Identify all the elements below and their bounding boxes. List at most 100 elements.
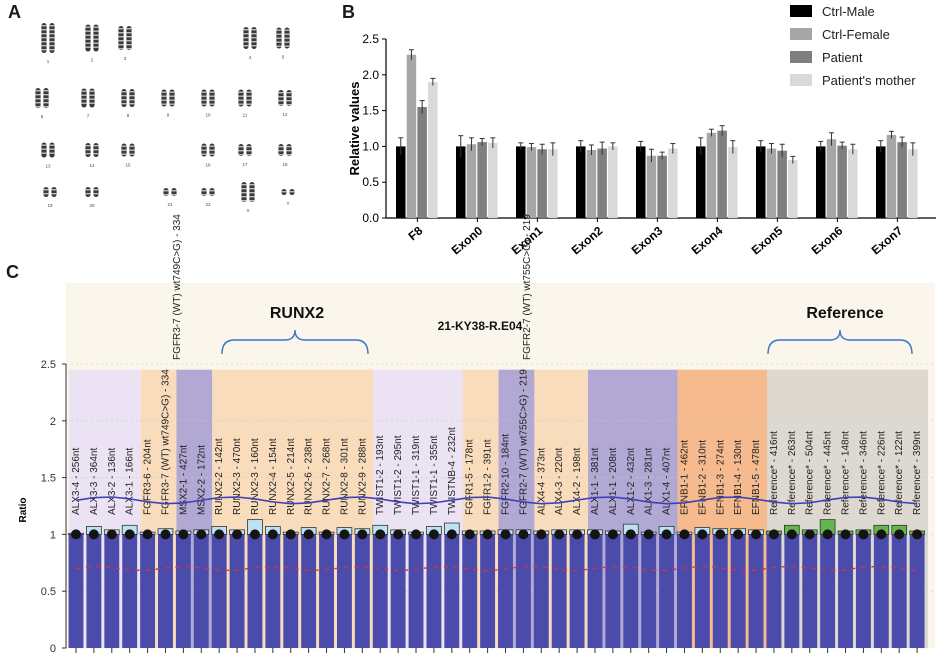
- probe-label-29: ALX1-1 - 381nt: [590, 448, 601, 515]
- ratio-dot-28: [572, 529, 583, 540]
- ratio-dot-12: [285, 529, 296, 540]
- ratio-bar-44: [855, 534, 871, 648]
- ratio-dot-5: [160, 529, 171, 540]
- bar-F8-1: [406, 54, 417, 218]
- ratio-dot-46: [894, 529, 905, 540]
- y-tick-label: 1.5: [41, 473, 56, 485]
- probe-label-12: RUNX2-5 - 214nt: [286, 438, 297, 515]
- legend-swatch-2: [790, 51, 812, 63]
- probe-label-4: FGFR3-6 - 204nt: [143, 439, 154, 515]
- probe-label-19: TWIST1-1 - 319nt: [411, 435, 422, 515]
- bar-F8-0: [396, 146, 406, 218]
- y-tick-label: 2.5: [41, 359, 56, 371]
- ratio-dot-6: [178, 529, 189, 540]
- y-tick-label: 1.0: [362, 139, 379, 153]
- chromosome-4: [243, 27, 257, 49]
- ratio-bar-37: [730, 534, 746, 648]
- probe-label-22: FGFR1-5 - 178nt: [465, 439, 476, 515]
- chromosome-number: 3: [124, 56, 127, 61]
- chromosome-number: 5: [282, 55, 285, 60]
- probe-label-26: ALX4-4 - 373nt: [536, 448, 547, 515]
- y-tick-label: 1.5: [362, 104, 379, 118]
- chromosome-17: [238, 144, 252, 156]
- y-tick-label: 0.0: [362, 211, 379, 225]
- ratio-bar-41: [802, 534, 818, 648]
- bar-Exon2-0: [576, 146, 586, 218]
- ratio-bar-0: [68, 534, 84, 648]
- bar-Exon7-3: [908, 149, 918, 218]
- probe-label-18: TWIST1-2 - 295nt: [393, 435, 404, 515]
- bar-Exon7-1: [886, 134, 897, 218]
- chromosome-6: [35, 88, 49, 108]
- ratio-bar-32: [641, 534, 657, 648]
- ratio-bar-14: [319, 534, 334, 648]
- ratio-bar-43: [838, 534, 853, 648]
- probe-label-32: ALX1-3 - 281nt: [644, 448, 655, 515]
- bar-Exon1-3: [548, 149, 558, 218]
- ratio-dot-45: [876, 529, 887, 540]
- ratio-dot-22: [464, 529, 475, 540]
- probe-label-17: TWIST1-2 - 193nt: [375, 435, 386, 515]
- chromosome-14: [85, 143, 99, 157]
- ratio-dot-27: [554, 529, 565, 540]
- probe-label-0: ALX3-4 - 256nt: [71, 448, 82, 515]
- ratio-dot-42: [822, 529, 833, 540]
- chromosome-11: [238, 89, 252, 107]
- ratio-bar-16: [354, 534, 370, 648]
- probe-label-11: RUNX2-4 - 154nt: [268, 438, 279, 515]
- y-tick-label: 2.0: [362, 68, 379, 82]
- ratio-dot-13: [303, 529, 314, 540]
- ratio-dot-17: [375, 529, 386, 540]
- ratio-dot-33: [661, 529, 672, 540]
- probe-label-7: MSX2-2 - 172nt: [196, 445, 207, 515]
- ratio-dot-44: [858, 529, 869, 540]
- bar-Exon4-3: [728, 147, 738, 218]
- ratio-bar-35: [694, 534, 710, 648]
- ratio-dot-32: [643, 529, 654, 540]
- y-tick-label: 0: [50, 643, 56, 654]
- bar-Exon4-0: [696, 146, 706, 218]
- ratio-dot-35: [697, 529, 708, 540]
- probe-label-5: FGFR3-7 (WT) wt749C>G) - 334: [160, 369, 171, 515]
- legend-label-3: Patient's mother: [822, 73, 916, 88]
- ratio-bar-8: [211, 534, 227, 648]
- ratio-bar-42: [820, 534, 836, 648]
- bar-Exon3-2: [657, 155, 667, 218]
- bar-Exon5-1: [766, 148, 777, 218]
- probe-label-42: Reference* - 445nt: [823, 431, 834, 515]
- chromosome-number: 13: [45, 164, 51, 169]
- chromosome-number: 14: [89, 163, 95, 168]
- ratio-dot-29: [589, 529, 600, 540]
- bar-Exon4-1: [706, 132, 717, 218]
- probe-label-10: RUNX2-3 - 160nt: [250, 438, 261, 515]
- probe-label-9: RUNX2-3 - 470nt: [232, 438, 243, 515]
- chromosome-number: 21: [167, 202, 173, 207]
- probe-label-44: Reference* - 346nt: [858, 431, 869, 515]
- chromosome-9: [161, 89, 175, 107]
- bar-Exon2-2: [597, 148, 607, 218]
- ratio-dot-30: [607, 529, 618, 540]
- bar-Exon5-2: [777, 150, 787, 218]
- legend-label-1: Ctrl-Female: [822, 27, 890, 42]
- probe-label-3: ALX3-1 - 166nt: [125, 448, 136, 515]
- y-tick-label: 2.5: [362, 32, 379, 46]
- bar-Exon0-3: [488, 142, 498, 218]
- ratio-dot-25: [518, 529, 529, 540]
- ratio-bar-9: [229, 534, 245, 648]
- ratio-dot-1: [88, 529, 99, 540]
- ratio-bar-5: [158, 534, 173, 648]
- probe-label-40: Reference* - 263nt: [787, 431, 798, 515]
- ratio-bar-21: [444, 534, 460, 648]
- chromosome-number: 15: [125, 163, 131, 168]
- probe-label-6: MSX2-1 - 427nt: [178, 445, 189, 515]
- bar-F8-3: [428, 81, 438, 219]
- chromosome-number: 9: [167, 113, 170, 118]
- runx2-title: RUNX2: [270, 305, 324, 322]
- legend-label-0: Ctrl-Male: [822, 4, 875, 19]
- chromosome-2: [85, 24, 99, 52]
- bar-Exon6-2: [837, 145, 847, 218]
- ratio-bar-46: [891, 534, 907, 648]
- ratio-dot-20: [428, 529, 439, 540]
- y-axis-title: Relative values: [347, 82, 362, 176]
